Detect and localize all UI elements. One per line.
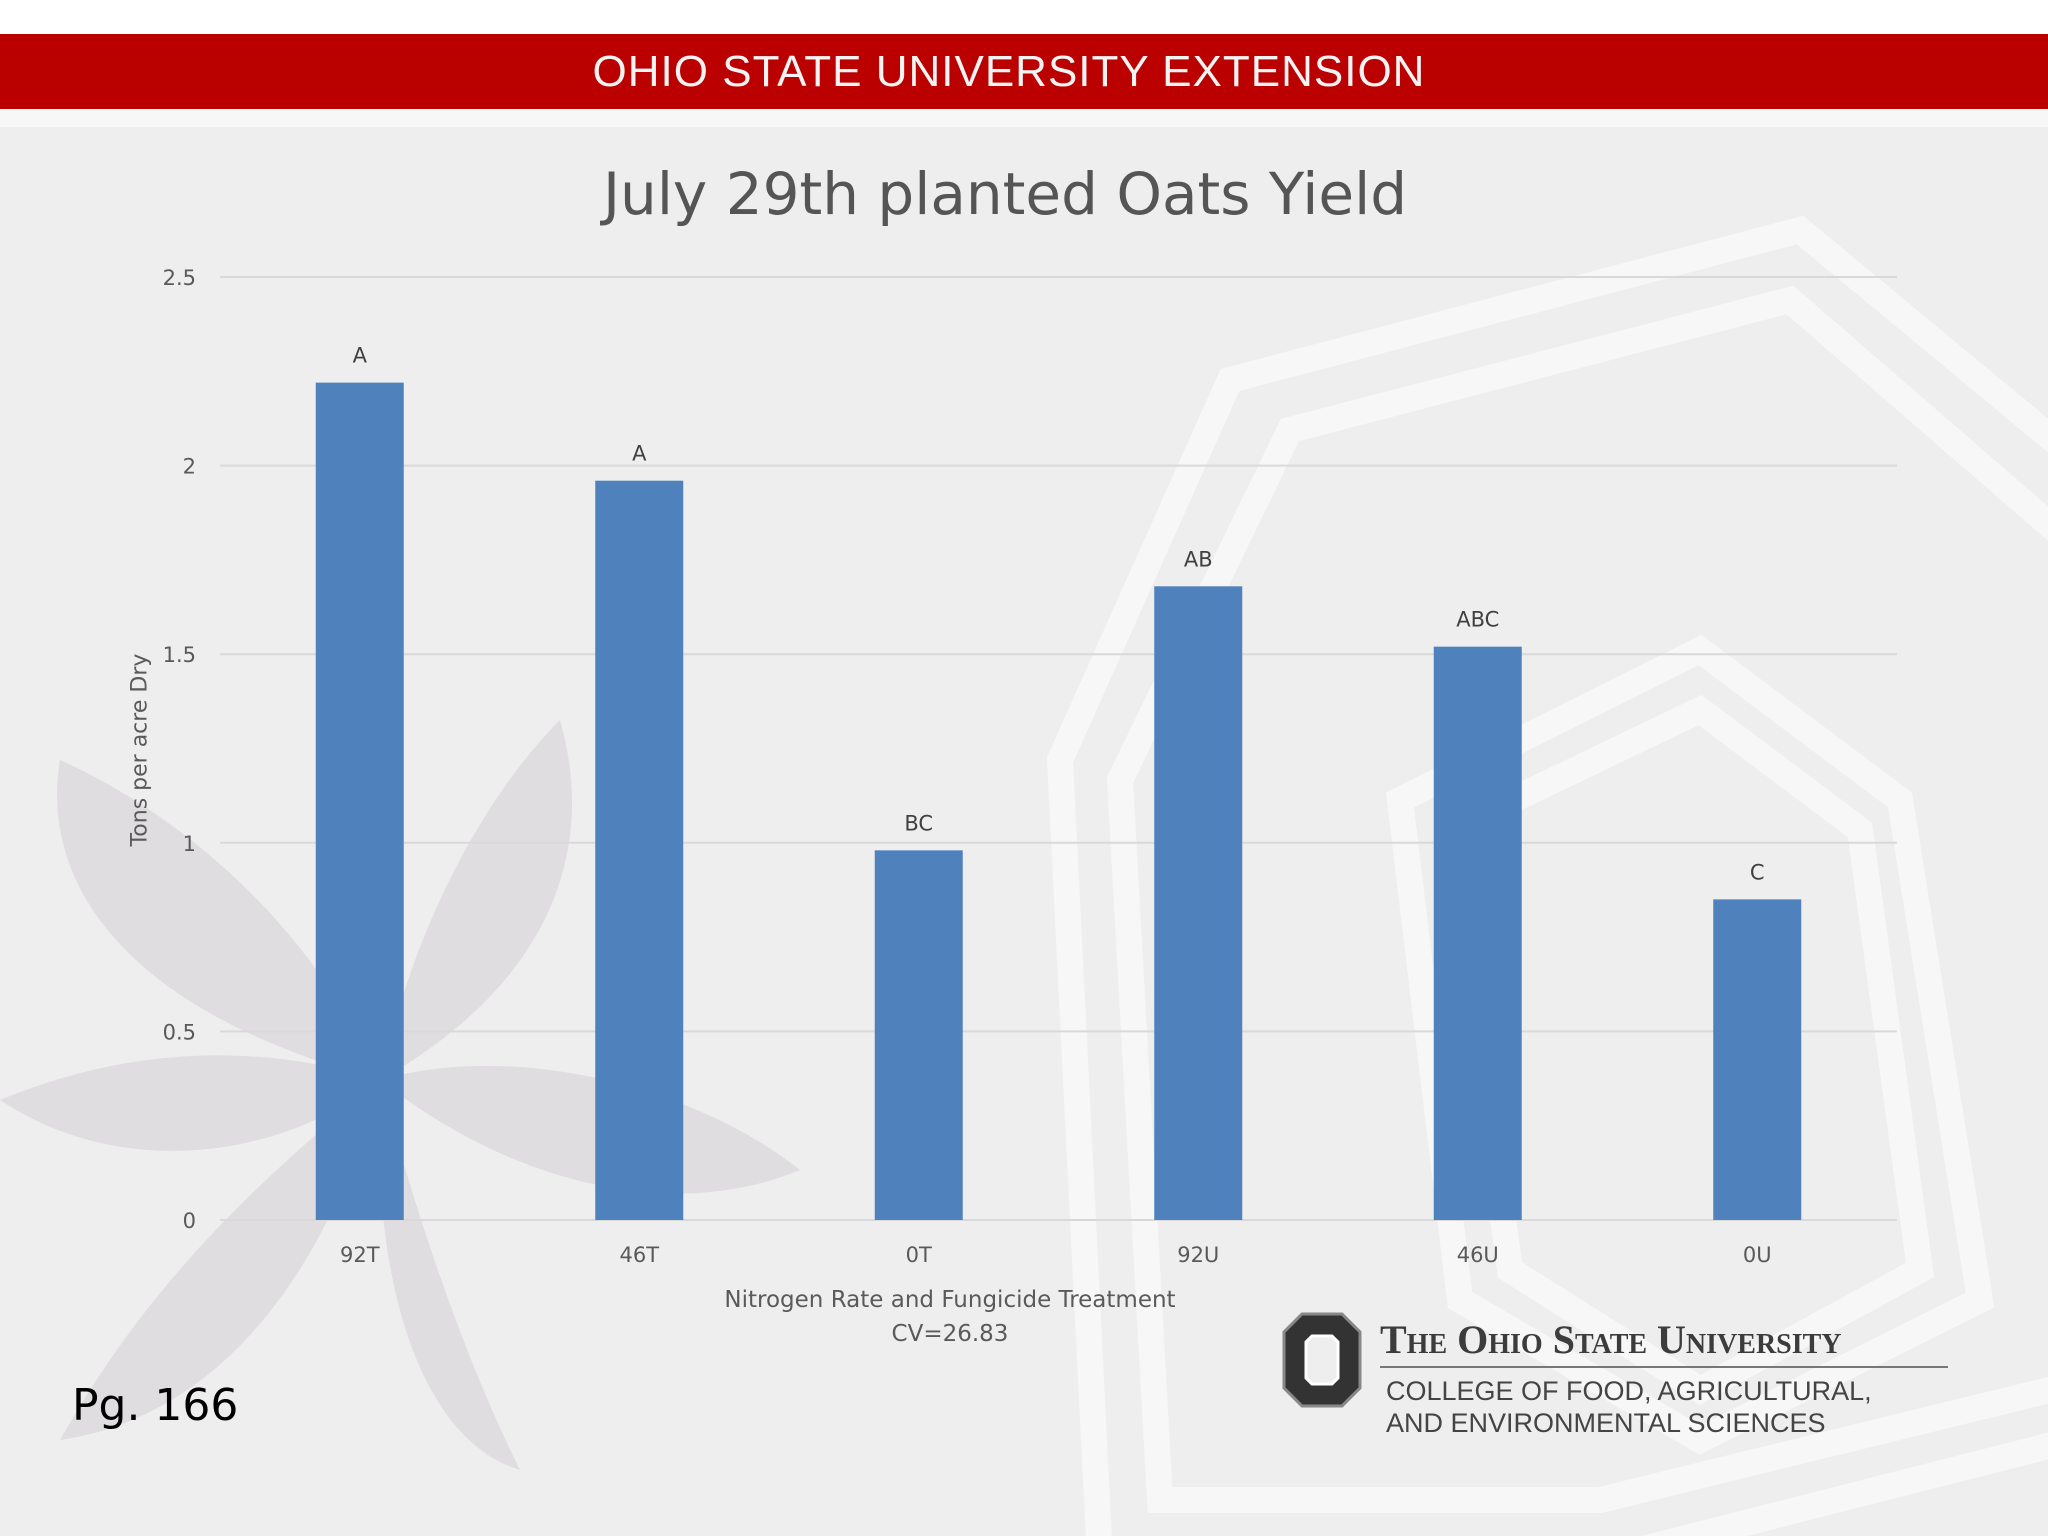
bar — [1433, 646, 1522, 1220]
college-name-line1: COLLEGE OF FOOD, AGRICULTURAL, — [1386, 1376, 1872, 1406]
bar — [595, 480, 684, 1220]
top-margin — [0, 0, 2048, 34]
college-name-line2: AND ENVIRONMENTAL SCIENCES — [1386, 1408, 1826, 1438]
chart-title: July 29th planted Oats Yield — [602, 160, 1408, 228]
y-tick-label: 0.5 — [163, 1020, 196, 1044]
x-tick-label: 92T — [340, 1243, 380, 1267]
x-tick-label: 46T — [619, 1243, 659, 1267]
bar — [874, 850, 963, 1220]
osu-logo: The Ohio State University COLLEGE OF FOO… — [1280, 1310, 1960, 1440]
y-tick-label: 2.5 — [163, 266, 196, 290]
page-number: Pg. 166 — [72, 1380, 239, 1431]
extension-banner: OHIO STATE UNIVERSITY EXTENSION — [0, 34, 2048, 109]
x-axis-title: Nitrogen Rate and Fungicide Treatment — [724, 1287, 1176, 1313]
data-label: AB — [1184, 547, 1213, 571]
y-tick-label: 1 — [183, 832, 196, 856]
x-tick-label: 92U — [1177, 1243, 1219, 1267]
bar — [1154, 586, 1243, 1220]
y-tick-label: 0 — [183, 1209, 196, 1233]
x-tick-label: 0U — [1743, 1243, 1772, 1267]
x-tick-label: 46U — [1457, 1243, 1499, 1267]
bar — [1713, 899, 1802, 1220]
data-label: A — [353, 344, 368, 368]
y-tick-label: 2 — [183, 455, 196, 479]
university-name: The Ohio State University — [1380, 1317, 1842, 1362]
logo-divider — [1380, 1366, 1948, 1368]
cv-note: CV=26.83 — [891, 1321, 1009, 1347]
block-o-icon — [1282, 1312, 1362, 1408]
data-label: C — [1750, 860, 1765, 884]
y-tick-label: 1.5 — [163, 643, 196, 667]
y-axis-title: Tons per acre Dry — [127, 653, 153, 847]
data-label: BC — [904, 811, 933, 835]
x-tick-label: 0T — [906, 1243, 932, 1267]
data-label: ABC — [1456, 608, 1499, 632]
bar — [315, 382, 404, 1221]
banner-underline — [0, 109, 2048, 127]
banner-text: OHIO STATE UNIVERSITY EXTENSION — [592, 46, 1426, 96]
data-label: A — [632, 442, 647, 466]
